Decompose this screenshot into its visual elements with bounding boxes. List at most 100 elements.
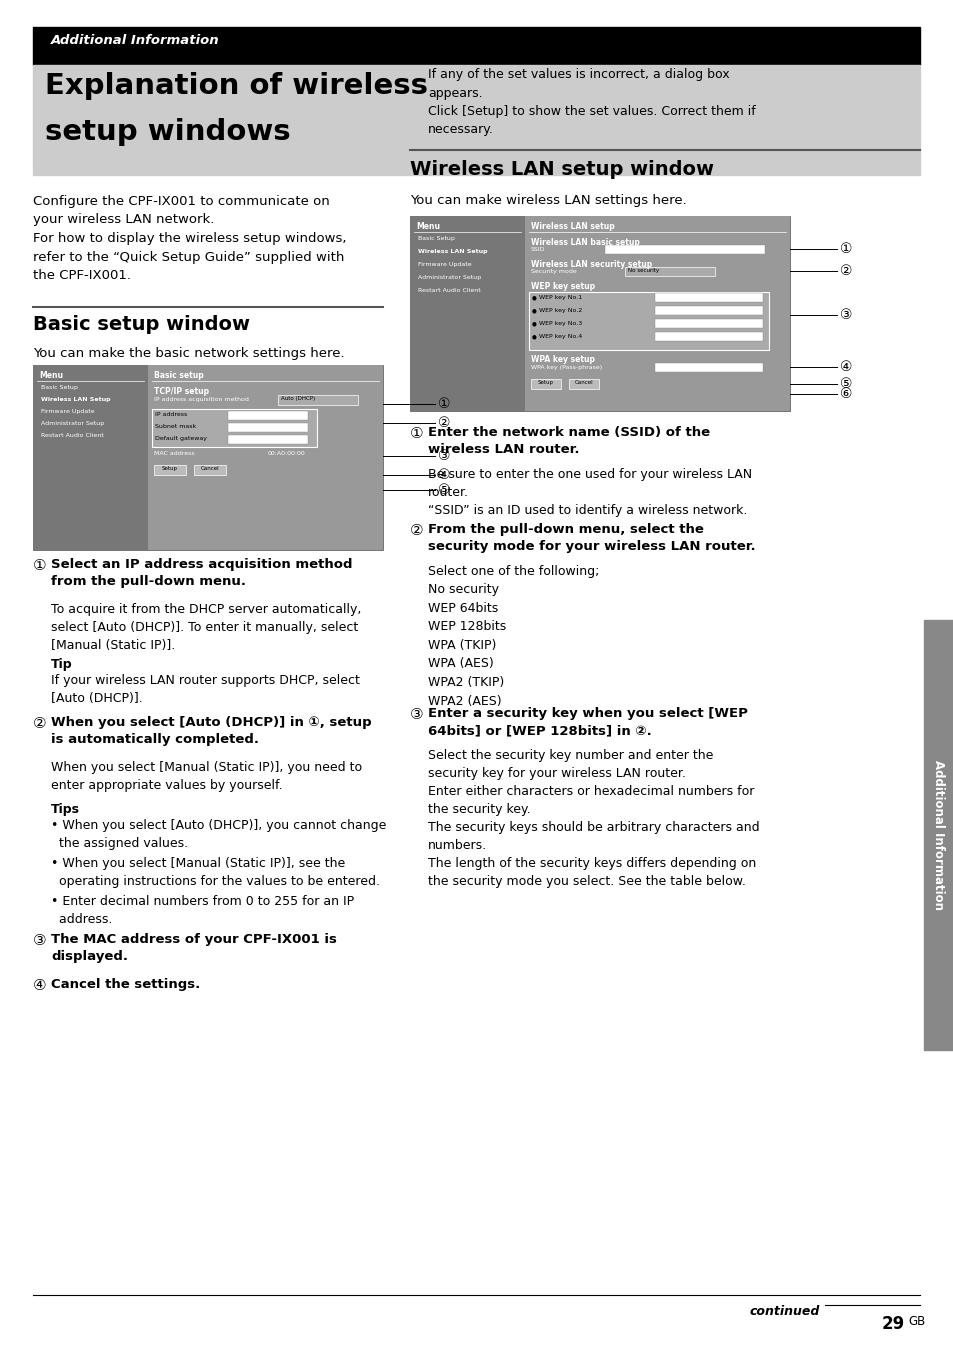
Text: Setup: Setup: [162, 466, 178, 470]
Bar: [410, 216, 789, 411]
Text: Security mode: Security mode: [531, 269, 577, 274]
Text: Be sure to enter the one used for your wireless LAN
router.
“SSID” is an ID used: Be sure to enter the one used for your w…: [428, 468, 751, 516]
Text: Tip: Tip: [51, 658, 72, 671]
Text: Additional Information: Additional Information: [51, 34, 219, 47]
Text: To acquire it from the DHCP server automatically,
select [Auto (DHCP)]. To enter: To acquire it from the DHCP server autom…: [51, 603, 361, 652]
Text: setup windows: setup windows: [45, 118, 291, 146]
Bar: [277, 395, 357, 406]
Bar: [410, 216, 524, 411]
Bar: [153, 465, 186, 475]
Text: continued: continued: [749, 1305, 820, 1318]
Text: Firmware Update: Firmware Update: [417, 262, 471, 266]
Text: ⑤: ⑤: [437, 483, 450, 498]
Text: You can make the basic network settings here.: You can make the basic network settings …: [33, 347, 344, 360]
Text: WPA key (Pass-phrase): WPA key (Pass-phrase): [531, 365, 601, 370]
Text: IP address: IP address: [154, 412, 187, 416]
Text: Cancel: Cancel: [200, 466, 219, 470]
Text: Select one of the following;
No security
WEP 64bits
WEP 128bits
WPA (TKIP)
WPA (: Select one of the following; No security…: [428, 565, 598, 707]
Text: ①: ①: [33, 558, 47, 573]
Text: • When you select [Auto (DHCP)], you cannot change
  the assigned values.: • When you select [Auto (DHCP)], you can…: [51, 819, 386, 850]
Text: ③: ③: [33, 933, 47, 948]
Text: Cancel: Cancel: [574, 380, 593, 385]
Bar: [33, 65, 919, 174]
Bar: [604, 245, 764, 254]
Text: ③: ③: [437, 449, 450, 462]
Text: Select the security key number and enter the
security key for your wireless LAN : Select the security key number and enter…: [428, 749, 759, 888]
Text: Basic Setup: Basic Setup: [417, 237, 455, 241]
Text: ●: ●: [532, 334, 537, 339]
Text: ⑥: ⑥: [840, 387, 852, 402]
Text: Subnet mask: Subnet mask: [154, 425, 196, 429]
Text: When you select [Auto (DHCP)] in ①, setup
is automatically completed.: When you select [Auto (DHCP)] in ①, setu…: [51, 717, 372, 746]
Text: MAC address: MAC address: [153, 452, 194, 456]
Text: WEP key No.2: WEP key No.2: [538, 308, 581, 314]
Bar: [655, 333, 762, 341]
Text: Click the button to confirm the set values.: Click the button to confirm the set valu…: [428, 43, 779, 58]
Bar: [228, 435, 308, 443]
Text: Administrator Setup: Administrator Setup: [417, 274, 480, 280]
Text: WPA key setup: WPA key setup: [531, 356, 595, 364]
Text: Restart Audio Client: Restart Audio Client: [41, 433, 104, 438]
Text: WEP key No.4: WEP key No.4: [538, 334, 581, 339]
Text: ④: ④: [437, 468, 450, 483]
Text: 00:A0:00:00: 00:A0:00:00: [268, 452, 305, 456]
Text: Enter the network name (SSID) of the
wireless LAN router.: Enter the network name (SSID) of the wir…: [428, 426, 709, 456]
Text: Tips: Tips: [51, 803, 80, 817]
Text: Wireless LAN Setup: Wireless LAN Setup: [417, 249, 487, 254]
Text: ●: ●: [532, 295, 537, 300]
Text: Auto (DHCP): Auto (DHCP): [281, 396, 314, 402]
Text: You can make wireless LAN settings here.: You can make wireless LAN settings here.: [410, 193, 686, 207]
Text: Basic Setup: Basic Setup: [41, 385, 78, 389]
Bar: [33, 365, 148, 550]
Text: ⑤: ⑤: [410, 43, 423, 58]
Text: ②: ②: [410, 523, 423, 538]
Text: ③: ③: [840, 308, 852, 322]
Text: ③: ③: [410, 707, 423, 722]
Bar: [923, 621, 953, 1051]
Text: ⑤: ⑤: [840, 377, 852, 391]
Text: Wireless LAN setup window: Wireless LAN setup window: [410, 160, 713, 178]
Text: ①: ①: [437, 397, 450, 411]
Text: TCP/IP setup: TCP/IP setup: [153, 387, 209, 396]
Text: • When you select [Manual (Static IP)], see the
  operating instructions for the: • When you select [Manual (Static IP)], …: [51, 857, 379, 888]
Bar: [655, 293, 762, 301]
Text: Wireless LAN security setup: Wireless LAN security setup: [531, 260, 652, 269]
Text: Cancel the settings.: Cancel the settings.: [51, 977, 200, 991]
Text: If your wireless LAN router supports DHCP, select
[Auto (DHCP)].: If your wireless LAN router supports DHC…: [51, 675, 359, 704]
Text: Wireless LAN basic setup: Wireless LAN basic setup: [531, 238, 639, 247]
Bar: [228, 411, 308, 420]
Text: Basic setup window: Basic setup window: [33, 315, 250, 334]
Text: IP address acquisition method: IP address acquisition method: [153, 397, 249, 402]
Text: WEP key No.3: WEP key No.3: [538, 320, 581, 326]
Text: Select an IP address acquisition method
from the pull-down menu.: Select an IP address acquisition method …: [51, 558, 352, 588]
Text: Administrator Setup: Administrator Setup: [41, 420, 104, 426]
Bar: [655, 319, 762, 329]
Text: ①: ①: [840, 242, 852, 256]
Text: • Enter decimal numbers from 0 to 255 for an IP
  address.: • Enter decimal numbers from 0 to 255 fo…: [51, 895, 354, 926]
Text: Basic setup: Basic setup: [153, 370, 204, 380]
Text: ④: ④: [840, 360, 852, 375]
Bar: [655, 362, 762, 372]
Text: Default gateway: Default gateway: [154, 435, 207, 441]
Bar: [193, 465, 226, 475]
Bar: [152, 410, 316, 448]
Bar: [531, 379, 560, 389]
Bar: [524, 216, 789, 411]
Text: When you select [Manual (Static IP)], you need to
enter appropriate values by yo: When you select [Manual (Static IP)], yo…: [51, 761, 362, 792]
Text: Wireless LAN Setup: Wireless LAN Setup: [41, 397, 111, 402]
Text: WEP key setup: WEP key setup: [531, 283, 595, 291]
Text: Menu: Menu: [39, 370, 63, 380]
Text: ②: ②: [840, 264, 852, 279]
Bar: [655, 306, 762, 315]
Text: If any of the set values is incorrect, a dialog box
appears.
Click [Setup] to sh: If any of the set values is incorrect, a…: [428, 68, 755, 137]
Text: ①: ①: [410, 426, 423, 441]
Text: Enter a security key when you select [WEP
64bits] or [WEP 128bits] in ②.: Enter a security key when you select [WE…: [428, 707, 747, 737]
Text: Firmware Update: Firmware Update: [41, 410, 94, 414]
Text: No security: No security: [627, 268, 659, 273]
Text: ②: ②: [33, 717, 47, 731]
Text: Menu: Menu: [416, 222, 439, 231]
Text: ●: ●: [532, 308, 537, 314]
Bar: [568, 379, 598, 389]
Bar: [529, 292, 768, 350]
Bar: [33, 365, 382, 550]
